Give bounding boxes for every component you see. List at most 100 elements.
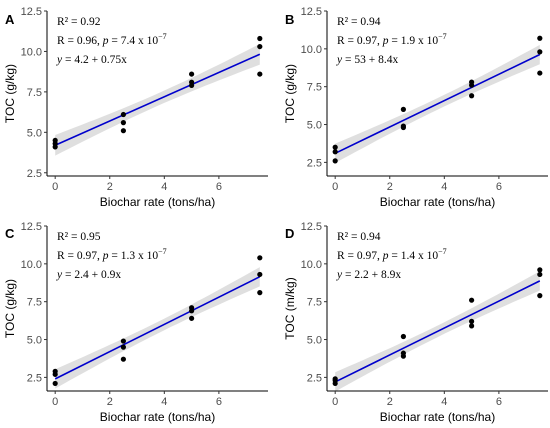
y-tick-label: 5.0 <box>27 335 42 347</box>
data-point <box>52 380 58 387</box>
correlation-label: R = 0.97, p = 1.4 x 10−7 <box>337 247 447 262</box>
x-tick-label: 4 <box>161 181 167 193</box>
data-point <box>469 297 475 303</box>
p-exponent: −7 <box>158 32 167 41</box>
regression-line <box>54 275 261 380</box>
y-tick-label: 5.0 <box>307 120 322 132</box>
x-tick-label: 2 <box>387 181 393 193</box>
correlation-prefix: R = 0.97, <box>57 250 103 262</box>
y-tick-label: 10.0 <box>21 259 42 271</box>
y-axis-title: TOC (g/kg) <box>283 64 297 123</box>
y-axis-title: TOC (g/kg) <box>3 64 17 123</box>
data-point <box>189 82 195 89</box>
equation-body: = 53 + 8.4x <box>342 54 398 66</box>
data-point <box>120 338 126 344</box>
data-point <box>189 315 195 321</box>
regression-line <box>54 53 261 146</box>
x-tick-label: 0 <box>332 181 338 193</box>
x-axis-title: Biochar rate (tons/ha) <box>100 195 215 209</box>
data-point <box>120 344 126 350</box>
p-value: = 1.3 x 10 <box>109 250 159 262</box>
equation-y-symbol: y <box>56 269 63 281</box>
y-tick-label: 7.5 <box>27 297 42 309</box>
data-point <box>537 293 543 299</box>
data-point <box>257 255 263 261</box>
x-tick-label: 2 <box>107 181 113 193</box>
data-point <box>257 271 263 278</box>
y-tick-label: 12.5 <box>21 6 42 18</box>
y-tick-label: 7.5 <box>307 297 322 309</box>
y-tick-label: 2.5 <box>27 168 42 180</box>
y-tick-label: 12.5 <box>301 221 322 233</box>
data-point <box>537 49 543 55</box>
data-point <box>400 124 406 131</box>
y-tick-label: 7.5 <box>307 82 322 94</box>
x-tick-label: 6 <box>496 396 502 408</box>
y-tick-label: 2.5 <box>307 157 322 169</box>
regression-equation: y = 4.2 + 0.75x <box>56 54 127 66</box>
data-point <box>469 93 475 99</box>
regression-equation: y = 53 + 8.4x <box>336 54 398 66</box>
correlation-label: R = 0.96, p = 7.4 x 10−7 <box>57 32 167 47</box>
equation-y-symbol: y <box>336 269 343 281</box>
x-tick-label: 4 <box>161 396 167 408</box>
y-tick-label: 2.5 <box>27 372 42 384</box>
y-tick-label: 5.0 <box>307 335 322 347</box>
data-point <box>52 371 58 377</box>
p-exponent: −7 <box>438 32 447 41</box>
y-tick-label: 7.5 <box>27 87 42 99</box>
data-point <box>400 106 406 112</box>
x-tick-label: 0 <box>52 396 58 408</box>
p-exponent: −7 <box>438 247 447 256</box>
data-point <box>537 271 543 278</box>
equation-body: = 4.2 + 0.75x <box>62 54 127 66</box>
data-point <box>537 35 543 41</box>
data-point <box>257 71 263 77</box>
p-symbol: p <box>102 35 109 47</box>
data-point <box>257 35 263 42</box>
r-squared-label: R² = 0.94 <box>337 16 381 28</box>
y-tick-label: 2.5 <box>307 372 322 384</box>
correlation-prefix: R = 0.97, <box>337 35 383 47</box>
y-axis-title: TOC (m/kg) <box>283 277 297 339</box>
data-point <box>120 111 126 118</box>
panel-letter: B <box>285 12 294 27</box>
y-axis-title: TOC (g/kg) <box>3 279 17 338</box>
data-point <box>537 70 543 76</box>
data-point <box>120 120 126 126</box>
equation-body: = 2.2 + 8.9x <box>342 269 401 281</box>
regression-equation: y = 2.2 + 8.9x <box>336 269 401 281</box>
data-point <box>257 43 263 50</box>
data-point <box>469 323 475 329</box>
p-value: = 1.4 x 10 <box>389 250 439 262</box>
data-point <box>257 290 263 296</box>
x-axis-title: Biochar rate (tons/ha) <box>380 195 495 209</box>
data-point <box>400 353 406 359</box>
p-value: = 7.4 x 10 <box>109 35 159 47</box>
panel-letter: D <box>285 226 294 241</box>
data-point <box>469 318 475 324</box>
correlation-label: R = 0.97, p = 1.9 x 10−7 <box>337 32 447 47</box>
equation-body: = 2.4 + 0.9x <box>62 269 121 281</box>
x-tick-label: 0 <box>52 181 58 193</box>
regression-line <box>334 53 541 155</box>
x-tick-label: 6 <box>216 396 222 408</box>
x-tick-label: 4 <box>441 396 447 408</box>
data-point <box>469 82 475 88</box>
p-symbol: p <box>382 35 389 47</box>
y-tick-label: 10.0 <box>301 259 322 271</box>
r-squared-label: R² = 0.95 <box>57 231 101 243</box>
x-tick-label: 6 <box>496 181 502 193</box>
y-tick-label: 12.5 <box>21 221 42 233</box>
panel-letter: C <box>5 226 15 241</box>
x-tick-label: 6 <box>216 181 222 193</box>
y-tick-label: 12.5 <box>301 6 322 18</box>
data-point <box>52 144 58 150</box>
x-tick-label: 4 <box>441 181 447 193</box>
data-point <box>189 71 195 77</box>
x-tick-label: 2 <box>107 396 113 408</box>
